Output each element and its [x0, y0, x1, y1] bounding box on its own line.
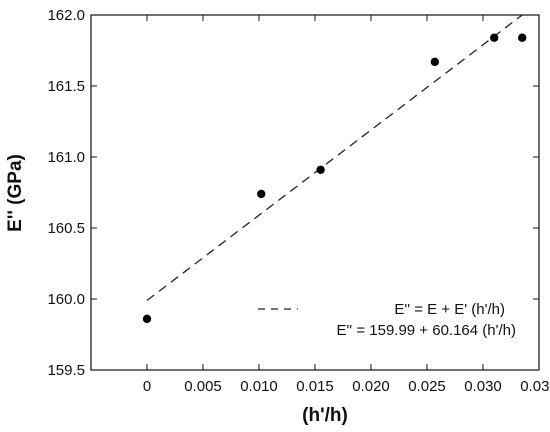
x-tick-label: 0.010: [240, 378, 278, 395]
y-axis-label: E'' (GPa): [5, 154, 26, 232]
x-tick-label: 0.030: [464, 378, 502, 395]
x-tick-label: 0: [143, 378, 151, 395]
data-point: [518, 33, 527, 42]
data-point: [490, 33, 499, 42]
data-points: [142, 33, 527, 324]
x-tick-label: 0.025: [408, 378, 446, 395]
data-point: [142, 314, 152, 324]
data-point: [257, 189, 266, 199]
data-point: [430, 57, 440, 67]
fit-line: [146, 14, 523, 301]
y-tick-label: 161.5: [47, 78, 85, 95]
y-tick-label: 162.0: [47, 7, 85, 24]
x-tick-label: 0.035: [520, 378, 550, 395]
y-tick-label: 161.0: [47, 149, 85, 166]
y-tick-label: 160.0: [47, 291, 85, 308]
y-tick-label: 160.5: [47, 220, 85, 237]
y-tick-label: 159.5: [47, 362, 85, 379]
legend-entry: E'' = E + E' (h'/h): [394, 301, 505, 318]
x-axis-label: (h'/h): [302, 405, 348, 426]
legend: E'' = E + E' (h'/h) E'' = 159.99 + 60.16…: [258, 301, 516, 339]
x-tick-label: 0.020: [352, 378, 390, 395]
x-tick-label: 0.005: [184, 378, 222, 395]
data-point: [316, 165, 325, 174]
legend-equation: E'' = 159.99 + 60.164 (h'/h): [336, 322, 516, 339]
x-tick-label: 0.015: [296, 378, 334, 395]
fit-line-layer: [146, 14, 523, 301]
ticks: 0 0.005 0.010 0.015 0.020 0.025 0.030 0.035 159.…: [47, 7, 550, 395]
